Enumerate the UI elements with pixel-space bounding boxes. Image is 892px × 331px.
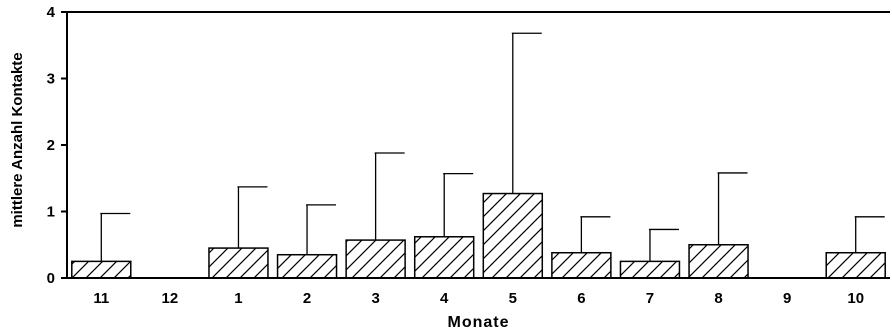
x-axis-label: Monate [448, 314, 510, 331]
y-tick-label: 4 [47, 4, 56, 21]
y-tick-label: 0 [47, 270, 55, 287]
x-tick-label: 10 [847, 290, 864, 307]
bar [71, 260, 132, 279]
y-tick-label: 3 [47, 71, 55, 88]
x-tick-label: 4 [440, 290, 449, 307]
bars [71, 192, 886, 279]
x-tick-label: 2 [303, 290, 311, 307]
x-tick-label: 8 [714, 290, 722, 307]
error-bars [100, 32, 885, 262]
x-tick-label: 9 [783, 290, 791, 307]
x-tick-label: 3 [371, 290, 379, 307]
bar [551, 251, 612, 279]
y-axis-label: mittlere Anzahl Kontakte [9, 52, 26, 227]
bar [413, 236, 475, 279]
x-tick-label: 7 [646, 290, 654, 307]
bar [688, 244, 749, 279]
y-tick-label: 1 [47, 204, 55, 221]
bar [825, 251, 886, 279]
x-tick-label: 11 [93, 290, 109, 307]
x-tick-label: 1 [234, 290, 242, 307]
x-tick-label: 12 [162, 290, 179, 307]
bar [276, 253, 338, 279]
bar [345, 239, 406, 279]
bar [208, 247, 269, 279]
bar [619, 260, 681, 279]
x-tick-label: 5 [509, 290, 517, 307]
x-tick-label: 6 [577, 290, 585, 307]
bar [482, 192, 544, 279]
y-tick-label: 2 [47, 137, 55, 154]
